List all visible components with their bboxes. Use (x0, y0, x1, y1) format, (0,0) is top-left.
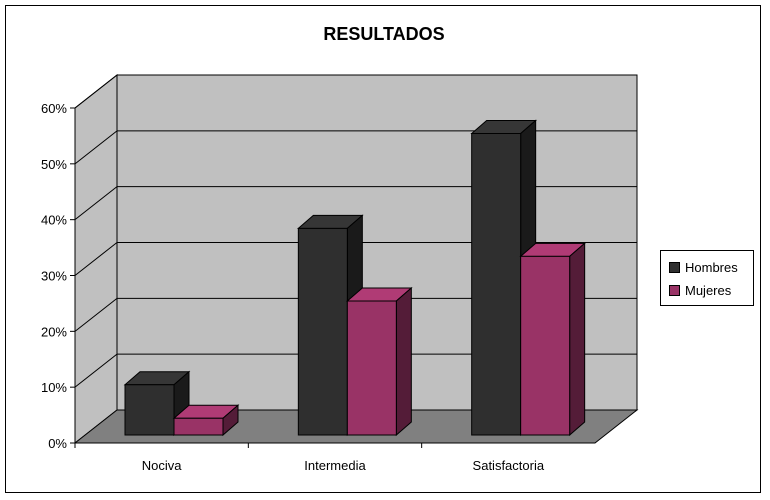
x-tick-label: Satisfactoria (473, 458, 545, 473)
bar-side-mujeres (395, 286, 412, 437)
gridline-side (74, 130, 118, 165)
y-tick-label: 20% (41, 324, 67, 339)
bar-hombres-nociva (124, 384, 175, 436)
y-tick-label: 50% (41, 157, 67, 172)
y-tick-label: 30% (41, 269, 67, 284)
gridline-side (74, 242, 118, 276)
legend-label-hombres: Hombres (685, 259, 738, 275)
x-tick-label: Intermedia (304, 458, 366, 473)
x-tick-label: Nociva (142, 458, 183, 473)
legend-swatch-mujeres (669, 284, 680, 296)
y-tick-label: 0% (48, 436, 67, 451)
legend-swatch-hombres (669, 261, 680, 273)
gridline-side (74, 74, 118, 109)
legend-label-mujeres: Mujeres (685, 282, 732, 298)
gridline-side (74, 297, 118, 332)
y-tick-label: 40% (41, 213, 67, 228)
gridline-side (74, 186, 118, 221)
bar-mujeres-nociva (173, 417, 224, 436)
y-tick-label: 60% (41, 101, 67, 116)
plot-area: 0% 10% 20% 30% 40% 50% 60% Nociva Intermedia Sati… (41, 73, 639, 473)
y-tick-label: 10% (41, 380, 67, 395)
legend: Hombres Mujeres (660, 250, 754, 306)
chart-title: RESULTADOS (323, 24, 444, 44)
bar-mujeres-satisfactoria (520, 255, 571, 436)
bar-hombres-intermedia (297, 227, 348, 436)
bar-hombres-satisfactoria (471, 133, 522, 436)
gridline-side (74, 353, 118, 388)
bar-side-mujeres (569, 242, 586, 437)
legend-item-hombres: Hombres (669, 259, 738, 275)
bar-mujeres-intermedia (346, 300, 397, 436)
legend-item-mujeres: Mujeres (669, 282, 731, 298)
